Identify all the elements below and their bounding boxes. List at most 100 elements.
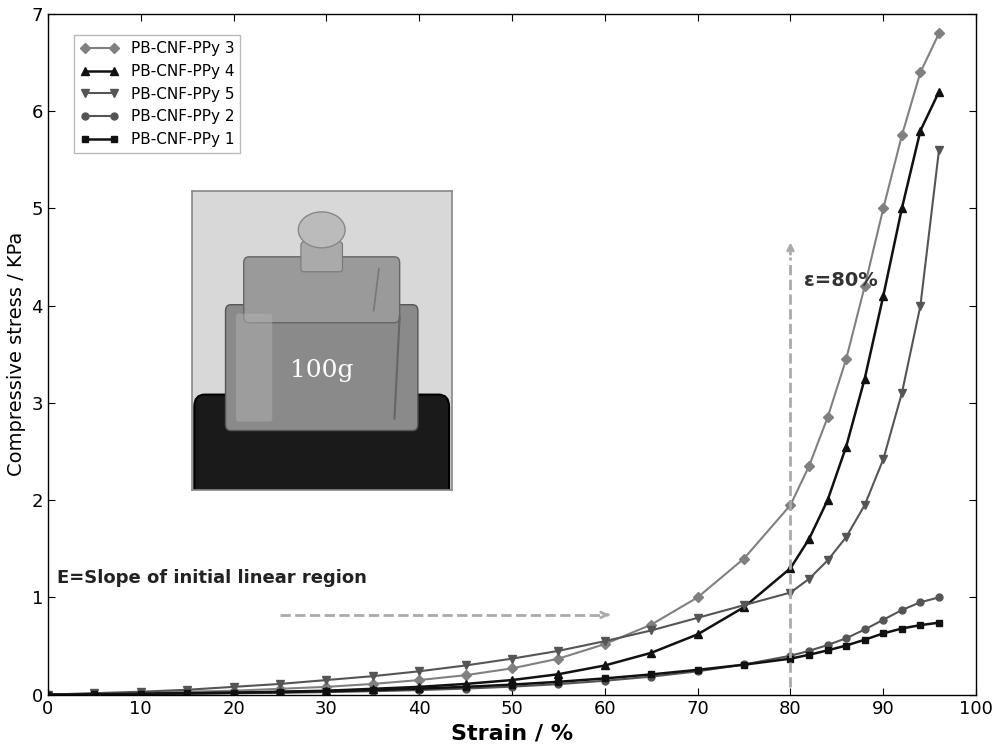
PB-CNF-PPy 2 <box>320 688 332 697</box>
PB-CNF-PPy 3 <box>914 68 926 76</box>
PB-CNF-PPy 2 <box>914 598 926 607</box>
PB-CNF-PPy 4 <box>88 690 100 699</box>
PB-CNF-PPy 3 <box>367 680 379 688</box>
PB-CNF-PPy 4 <box>552 670 564 679</box>
PB-CNF-PPy 3 <box>822 413 834 422</box>
PB-CNF-PPy 2 <box>599 676 611 686</box>
PB-CNF-PPy 5 <box>840 532 852 542</box>
PB-CNF-PPy 3 <box>692 593 704 602</box>
PB-CNF-PPy 2 <box>822 640 834 650</box>
PB-CNF-PPy 3 <box>413 676 425 685</box>
PB-CNF-PPy 4 <box>822 496 834 505</box>
Text: ε=80%: ε=80% <box>804 272 878 290</box>
PB-CNF-PPy 1 <box>320 687 332 696</box>
PB-CNF-PPy 2 <box>506 682 518 692</box>
PB-CNF-PPy 5 <box>413 667 425 676</box>
PB-CNF-PPy 5 <box>552 646 564 656</box>
PB-CNF-PPy 3 <box>877 204 889 213</box>
PB-CNF-PPy 3 <box>228 686 240 695</box>
PB-CNF-PPy 4 <box>506 676 518 685</box>
PB-CNF-PPy 1 <box>803 650 815 659</box>
PB-CNF-PPy 1 <box>88 690 100 699</box>
PB-CNF-PPy 5 <box>274 680 286 688</box>
PB-CNF-PPy 2 <box>135 689 147 698</box>
PB-CNF-PPy 4 <box>803 535 815 544</box>
PB-CNF-PPy 3 <box>840 355 852 364</box>
PB-CNF-PPy 5 <box>320 676 332 685</box>
PB-CNF-PPy 5 <box>506 654 518 663</box>
PB-CNF-PPy 5 <box>42 690 54 699</box>
PB-CNF-PPy 4 <box>460 680 472 688</box>
PB-CNF-PPy 1 <box>692 665 704 674</box>
PB-CNF-PPy 4 <box>738 602 750 611</box>
PB-CNF-PPy 2 <box>460 684 472 693</box>
Text: E=Slope of initial linear region: E=Slope of initial linear region <box>57 568 367 586</box>
PB-CNF-PPy 4 <box>367 684 379 693</box>
PB-CNF-PPy 5 <box>88 688 100 698</box>
PB-CNF-PPy 2 <box>933 593 945 602</box>
PB-CNF-PPy 4 <box>896 204 908 213</box>
PB-CNF-PPy 4 <box>859 374 871 383</box>
PB-CNF-PPy 4 <box>914 126 926 135</box>
PB-CNF-PPy 4 <box>784 564 796 573</box>
PB-CNF-PPy 1 <box>877 629 889 638</box>
PB-CNF-PPy 2 <box>413 686 425 694</box>
PB-CNF-PPy 3 <box>135 688 147 698</box>
PB-CNF-PPy 3 <box>460 670 472 680</box>
PB-CNF-PPy 5 <box>803 574 815 584</box>
PB-CNF-PPy 4 <box>933 87 945 96</box>
PB-CNF-PPy 3 <box>88 689 100 698</box>
PB-CNF-PPy 3 <box>552 654 564 663</box>
PB-CNF-PPy 5 <box>859 500 871 509</box>
PB-CNF-PPy 3 <box>506 664 518 673</box>
PB-CNF-PPy 5 <box>784 588 796 597</box>
PB-CNF-PPy 3 <box>42 690 54 699</box>
PB-CNF-PPy 5 <box>877 454 889 464</box>
PB-CNF-PPy 1 <box>896 624 908 633</box>
Legend: PB-CNF-PPy 3, PB-CNF-PPy 4, PB-CNF-PPy 5, PB-CNF-PPy 2, PB-CNF-PPy 1: PB-CNF-PPy 3, PB-CNF-PPy 4, PB-CNF-PPy 5… <box>74 35 240 153</box>
PB-CNF-PPy 1 <box>933 618 945 627</box>
PB-CNF-PPy 1 <box>738 660 750 669</box>
PB-CNF-PPy 4 <box>413 682 425 692</box>
PB-CNF-PPy 1 <box>840 641 852 650</box>
PB-CNF-PPy 3 <box>933 29 945 38</box>
PB-CNF-PPy 3 <box>320 682 332 692</box>
PB-CNF-PPy 5 <box>692 614 704 622</box>
PB-CNF-PPy 2 <box>803 646 815 656</box>
X-axis label: Strain / %: Strain / % <box>451 723 573 743</box>
Line: PB-CNF-PPy 3: PB-CNF-PPy 3 <box>44 30 942 698</box>
PB-CNF-PPy 2 <box>877 615 889 624</box>
PB-CNF-PPy 1 <box>181 688 193 698</box>
PB-CNF-PPy 1 <box>460 682 472 692</box>
PB-CNF-PPy 5 <box>933 146 945 154</box>
PB-CNF-PPy 5 <box>228 682 240 692</box>
PB-CNF-PPy 3 <box>784 500 796 509</box>
PB-CNF-PPy 2 <box>274 688 286 698</box>
PB-CNF-PPy 4 <box>135 689 147 698</box>
PB-CNF-PPy 3 <box>896 131 908 140</box>
PB-CNF-PPy 3 <box>274 684 286 693</box>
PB-CNF-PPy 1 <box>859 635 871 644</box>
PB-CNF-PPy 5 <box>367 672 379 681</box>
PB-CNF-PPy 1 <box>822 646 834 655</box>
PB-CNF-PPy 3 <box>738 554 750 563</box>
PB-CNF-PPy 4 <box>645 648 657 657</box>
PB-CNF-PPy 4 <box>42 690 54 699</box>
PB-CNF-PPy 2 <box>784 651 796 660</box>
PB-CNF-PPy 5 <box>896 388 908 398</box>
PB-CNF-PPy 2 <box>552 680 564 688</box>
PB-CNF-PPy 5 <box>738 601 750 610</box>
PB-CNF-PPy 3 <box>599 640 611 649</box>
PB-CNF-PPy 1 <box>42 690 54 699</box>
PB-CNF-PPy 5 <box>460 661 472 670</box>
PB-CNF-PPy 1 <box>228 688 240 698</box>
PB-CNF-PPy 4 <box>228 688 240 698</box>
PB-CNF-PPy 4 <box>599 661 611 670</box>
Line: PB-CNF-PPy 5: PB-CNF-PPy 5 <box>44 146 943 699</box>
PB-CNF-PPy 2 <box>692 667 704 676</box>
PB-CNF-PPy 4 <box>877 292 889 301</box>
PB-CNF-PPy 3 <box>859 282 871 291</box>
PB-CNF-PPy 2 <box>896 605 908 614</box>
PB-CNF-PPy 1 <box>599 674 611 683</box>
Line: PB-CNF-PPy 2: PB-CNF-PPy 2 <box>44 594 942 698</box>
